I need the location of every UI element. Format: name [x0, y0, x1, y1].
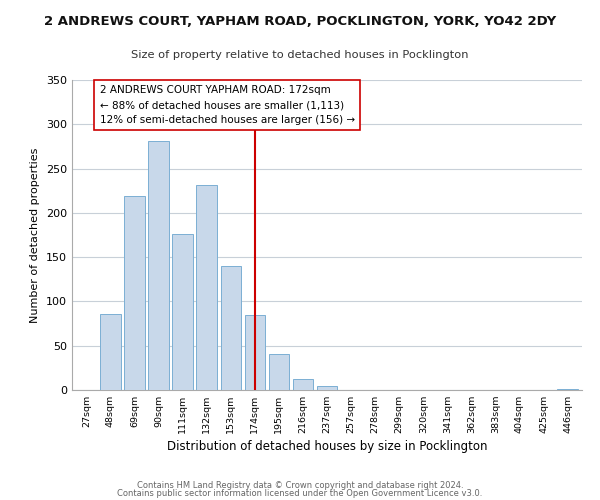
Bar [269, 354, 289, 390]
X-axis label: Distribution of detached houses by size in Pocklington: Distribution of detached houses by size … [167, 440, 487, 454]
Text: Size of property relative to detached houses in Pocklington: Size of property relative to detached ho… [131, 50, 469, 60]
Text: 2 ANDREWS COURT YAPHAM ROAD: 172sqm
← 88% of detached houses are smaller (1,113): 2 ANDREWS COURT YAPHAM ROAD: 172sqm ← 88… [100, 86, 355, 125]
Bar [317, 386, 337, 390]
Bar [557, 389, 578, 390]
Text: Contains HM Land Registry data © Crown copyright and database right 2024.: Contains HM Land Registry data © Crown c… [137, 480, 463, 490]
Bar [293, 380, 313, 390]
Bar [196, 184, 217, 390]
Bar [245, 314, 265, 390]
Text: 2 ANDREWS COURT, YAPHAM ROAD, POCKLINGTON, YORK, YO42 2DY: 2 ANDREWS COURT, YAPHAM ROAD, POCKLINGTO… [44, 15, 556, 28]
Text: Contains public sector information licensed under the Open Government Licence v3: Contains public sector information licen… [118, 489, 482, 498]
Bar [172, 234, 193, 390]
Y-axis label: Number of detached properties: Number of detached properties [31, 148, 40, 322]
Bar [148, 141, 169, 390]
Bar [221, 266, 241, 390]
Bar [124, 196, 145, 390]
Bar [100, 314, 121, 390]
